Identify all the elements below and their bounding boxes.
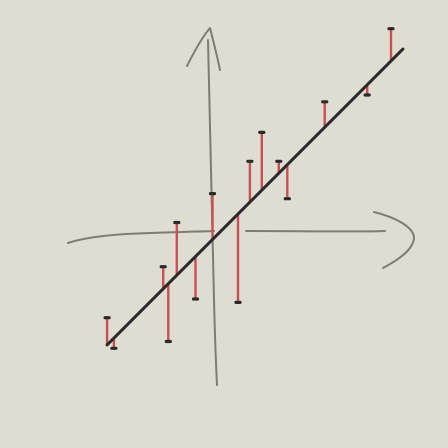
x-axis-left-stroke <box>67 230 215 244</box>
y-axis-stroke <box>207 39 218 386</box>
regression-line <box>105 47 405 347</box>
x-axis-arrowhead <box>373 211 415 269</box>
y-axis-arrowhead <box>186 27 221 71</box>
residual-lines <box>105 27 393 350</box>
data-points <box>103 27 395 350</box>
